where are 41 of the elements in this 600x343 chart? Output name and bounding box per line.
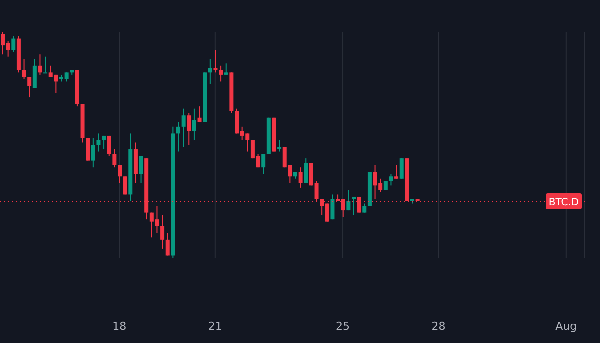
candlestick [22,58,26,80]
candlestick [192,108,196,141]
candlestick [182,108,186,148]
candlestick [362,203,367,214]
candlestick [112,149,117,168]
candlestick [198,106,202,123]
candlestick [208,58,212,84]
x-tick-label: 18 [112,320,127,333]
candlestick [187,112,192,146]
candlestick [176,122,180,152]
candlestick [298,167,303,188]
candlestick [166,232,170,256]
candlestick [160,214,165,250]
candlestick [107,135,112,157]
candlestick [118,164,122,184]
candlestick [86,138,90,162]
candlestick [123,176,128,196]
x-tick-label: Aug [556,320,578,333]
candlestick [38,54,42,76]
candlestick [96,133,101,152]
candlestick [91,138,96,168]
candlestick [224,63,228,76]
candlestick [394,164,399,180]
candlestick [32,58,37,89]
candlestick [102,135,106,150]
candlestick [389,174,394,186]
x-tick-label: 28 [432,320,446,333]
x-tick-label: 21 [208,320,222,333]
candlestick [262,154,266,175]
ref-line-label: BTC.D [548,198,580,208]
candlestick [304,158,308,184]
candlestick [330,194,335,220]
candlestick [28,76,32,98]
candlestick [346,190,351,212]
candlestick [12,36,16,53]
candlestick [400,158,404,180]
candlestick [219,65,224,82]
candlestick [139,156,144,184]
candlestick [214,50,218,74]
candlestick [44,56,48,74]
x-tick-label: 25 [336,320,350,333]
